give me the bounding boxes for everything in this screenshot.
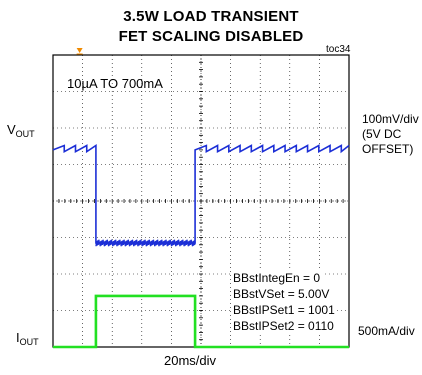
vout-scale-line1: 100mV/div: [362, 112, 419, 126]
iout-trace: [53, 294, 349, 349]
setting-ipset1: BBstIPSet1 = 1001: [231, 303, 337, 317]
time-scale: 20ms/div: [164, 353, 217, 368]
setting-integ-en: BBstIntegEn = 0: [231, 271, 323, 285]
chart-title-line2: FET SCALING DISABLED: [118, 28, 304, 45]
vout-scale-line2: (5V DC: [362, 127, 402, 141]
figure-tag: toc34: [326, 44, 351, 55]
vout-noise-band: [95, 239, 196, 247]
setting-vset: BBstVSet = 5.00V: [231, 287, 332, 301]
vout-scale-line3: OFFSET): [362, 142, 414, 156]
vout-label: VOUT: [7, 122, 35, 139]
setting-ipset2: BBstIPSet2 = 0110: [231, 319, 336, 333]
load-step-label: 10µA TO 700mA: [67, 76, 163, 91]
chart-title-line1: 3.5W LOAD TRANSIENT: [123, 8, 299, 25]
vout-trace: [52, 144, 350, 244]
iout-scale: 500mA/div: [358, 324, 415, 338]
iout-label: IOUT: [16, 330, 39, 347]
trigger-marker: [76, 48, 83, 53]
